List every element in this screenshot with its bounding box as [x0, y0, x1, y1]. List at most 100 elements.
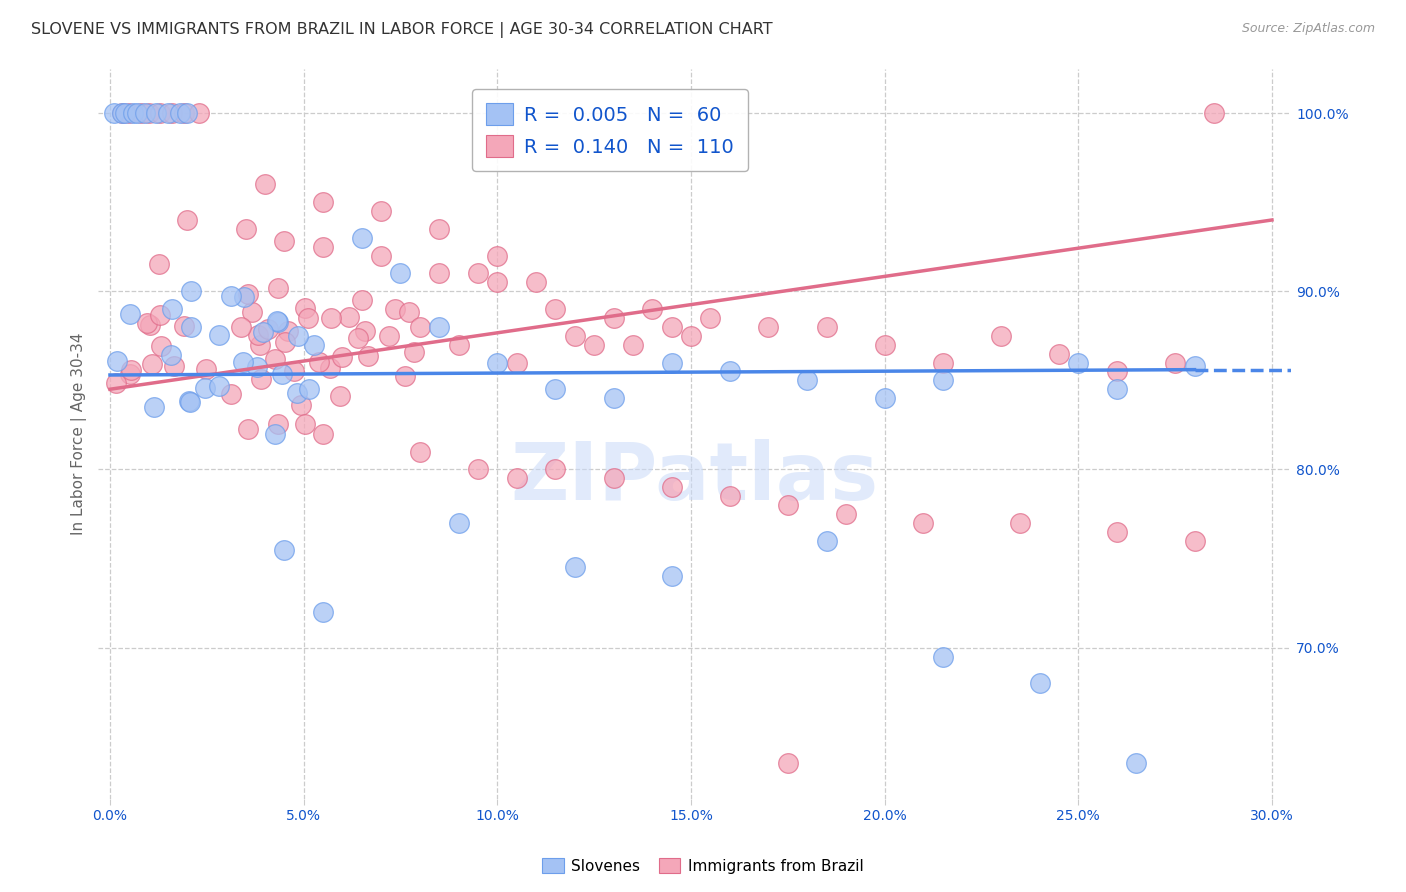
Point	[120, 368, 142, 382]
Point	[384, 302, 406, 317]
Point	[815, 533, 838, 548]
Point	[163, 359, 186, 373]
Point	[120, 362, 142, 376]
Point	[125, 106, 148, 120]
Point	[1067, 355, 1090, 369]
Point	[932, 373, 955, 387]
Point	[104, 376, 127, 390]
Point	[308, 354, 330, 368]
Point	[294, 301, 316, 315]
Point	[1010, 516, 1032, 530]
Point	[409, 444, 432, 458]
Point	[249, 337, 271, 351]
Point	[266, 314, 288, 328]
Point	[350, 231, 373, 245]
Point	[149, 339, 172, 353]
Point	[267, 417, 290, 431]
Point	[602, 310, 624, 325]
Point	[641, 301, 664, 316]
Point	[467, 267, 489, 281]
Point	[297, 310, 319, 325]
Point	[1047, 346, 1070, 360]
Point	[389, 267, 412, 281]
Legend: R =  0.005   N =  60, R =  0.140   N =  110: R = 0.005 N = 60, R = 0.140 N = 110	[472, 89, 748, 171]
Point	[169, 106, 191, 120]
Point	[180, 319, 202, 334]
Point	[346, 330, 368, 344]
Point	[194, 362, 217, 376]
Point	[486, 276, 509, 290]
Point	[394, 368, 416, 383]
Point	[232, 355, 254, 369]
Point	[404, 345, 426, 359]
Point	[142, 400, 165, 414]
Point	[873, 391, 896, 405]
Point	[235, 222, 257, 236]
Point	[173, 106, 195, 120]
Point	[135, 316, 157, 330]
Point	[285, 385, 308, 400]
Point	[312, 605, 335, 619]
Point	[1125, 756, 1147, 771]
Point	[312, 240, 335, 254]
Point	[273, 334, 295, 349]
Point	[679, 328, 702, 343]
Point	[160, 348, 183, 362]
Point	[330, 351, 353, 365]
Point	[287, 328, 309, 343]
Point	[110, 106, 132, 120]
Point	[524, 276, 547, 290]
Point	[105, 354, 128, 368]
Point	[250, 372, 273, 386]
Point	[486, 355, 509, 369]
Point	[188, 106, 211, 120]
Point	[145, 106, 167, 120]
Point	[1028, 676, 1050, 690]
Point	[319, 311, 342, 326]
Point	[231, 319, 253, 334]
Point	[312, 195, 335, 210]
Point	[796, 373, 818, 387]
Point	[544, 382, 567, 396]
Point	[661, 355, 683, 369]
Point	[815, 319, 838, 334]
Point	[139, 318, 162, 332]
Point	[267, 280, 290, 294]
Point	[180, 285, 202, 299]
Point	[370, 204, 392, 219]
Point	[103, 106, 125, 120]
Point	[118, 307, 141, 321]
Point	[621, 337, 644, 351]
Point	[246, 359, 269, 374]
Point	[357, 350, 380, 364]
Point	[247, 328, 270, 343]
Point	[718, 489, 741, 503]
Point	[1105, 364, 1128, 378]
Point	[149, 308, 172, 322]
Legend: Slovenes, Immigrants from Brazil: Slovenes, Immigrants from Brazil	[536, 852, 870, 880]
Point	[273, 235, 295, 249]
Point	[661, 319, 683, 334]
Point	[1184, 359, 1206, 373]
Point	[353, 324, 375, 338]
Point	[114, 106, 136, 120]
Point	[294, 417, 316, 432]
Point	[160, 302, 183, 317]
Point	[544, 462, 567, 476]
Point	[219, 289, 242, 303]
Point	[173, 318, 195, 333]
Point	[602, 391, 624, 405]
Point	[564, 328, 586, 343]
Point	[122, 106, 145, 120]
Point	[148, 257, 170, 271]
Point	[699, 310, 721, 325]
Point	[270, 367, 292, 381]
Point	[256, 322, 278, 336]
Point	[835, 507, 858, 521]
Point	[240, 305, 263, 319]
Point	[409, 319, 432, 334]
Point	[233, 291, 256, 305]
Point	[932, 649, 955, 664]
Point	[277, 324, 299, 338]
Point	[177, 393, 200, 408]
